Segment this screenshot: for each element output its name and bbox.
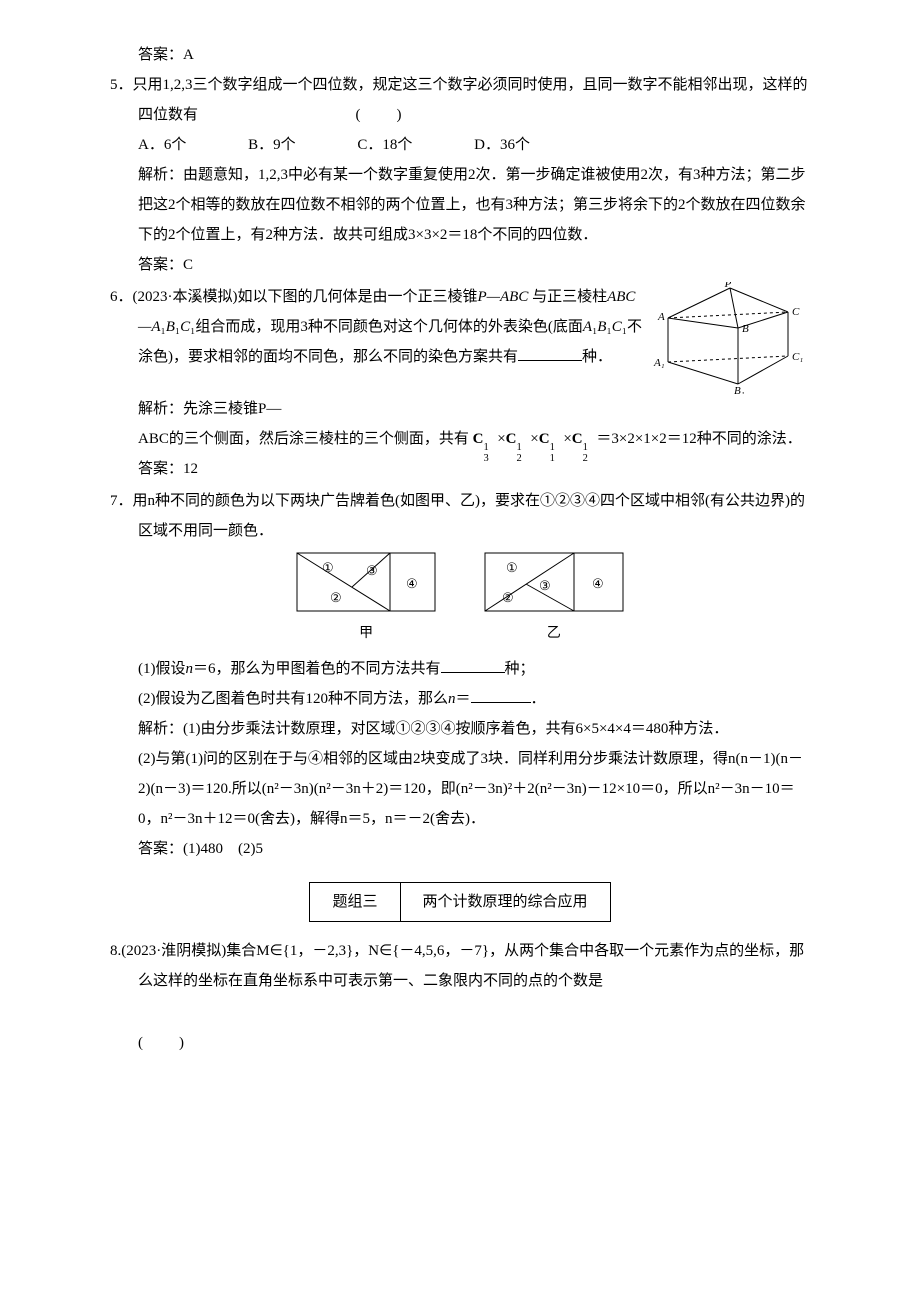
- q8-stem: 8.(2023·淮阴模拟)集合M∈{1，－2,3}，N∈{－4,5,6，－7}，…: [110, 936, 810, 996]
- section3-left: 题组三: [310, 883, 400, 922]
- q6-stem-a: 6．(2023·本溪模拟)如以下图的几何体是由一个正三棱锥: [110, 289, 478, 305]
- q5-opt-b: B．9个: [248, 130, 296, 160]
- q7-part1: (1)假设n＝6，那么为甲图着色的不同方法共有种；: [110, 654, 810, 684]
- svg-text:②: ②: [330, 590, 342, 605]
- q6-analysis-a-text: 解析：先涂三棱锥P—: [138, 401, 281, 417]
- svg-text:A₁: A₁: [653, 357, 665, 369]
- section3-box: 题组三 两个计数原理的综合应用: [309, 882, 610, 922]
- q6-analysis-b1: ABC的三个侧面，然后涂三棱柱的三个侧面，共有: [138, 431, 469, 447]
- q5-analysis: 解析：由题意知，1,2,3中必有某一个数字重复使用2次．第一步确定谁被使用2次，…: [110, 160, 810, 250]
- svg-text:④: ④: [406, 576, 418, 591]
- q5-opt-d: D．36个: [474, 130, 530, 160]
- svg-text:B₁: B₁: [734, 385, 745, 394]
- svg-text:①: ①: [506, 560, 518, 575]
- svg-text:①: ①: [322, 560, 334, 575]
- svg-text:④: ④: [592, 576, 604, 591]
- q7-fig-yi-label: 乙: [484, 620, 624, 648]
- svg-text:C: C: [792, 306, 800, 318]
- q7-answer: 答案：(1)480 (2)5: [110, 834, 810, 864]
- q4-answer: 答案：A: [110, 40, 810, 70]
- q5-paren: ( ): [356, 107, 404, 123]
- q6-stem-a-tail: P—ABC: [478, 289, 529, 305]
- section3-right: 两个计数原理的综合应用: [400, 883, 610, 922]
- q5-options: A．6个 B．9个 C．18个 D．36个: [110, 130, 810, 160]
- svg-text:③: ③: [539, 578, 551, 593]
- q7-analysis2: (2)与第(1)问的区别在于与④相邻的区域由2块变成了3块．同样利用分步乘法计数…: [110, 744, 810, 834]
- q7-fig-jia: ① ③ ② ④: [296, 552, 436, 618]
- q8-paren: ( ): [110, 1028, 810, 1058]
- q5-stem-text: 5．只用1,2,3三个数字组成一个四位数，规定这三个数字必须同时使用，且同一数字…: [110, 77, 808, 123]
- q6-analysis-b2: ＝3×2×1×2＝12种不同的涂法．: [596, 431, 801, 447]
- svg-text:A: A: [657, 311, 665, 323]
- q7-fig-yi: ① ③ ② ④: [484, 552, 624, 618]
- q5-answer: 答案：C: [110, 250, 810, 280]
- svg-text:③: ③: [366, 563, 378, 578]
- q6-analysis-b: ABC的三个侧面，然后涂三棱柱的三个侧面，共有 C13 ×C12 ×C11 ×C…: [110, 424, 810, 454]
- svg-text:②: ②: [502, 590, 514, 605]
- q5-stem: 5．只用1,2,3三个数字组成一个四位数，规定这三个数字必须同时使用，且同一数字…: [110, 70, 810, 130]
- q7-analysis1: 解析：(1)由分步乘法计数原理，对区域①②③④按顺序着色，共有6×5×4×4＝4…: [110, 714, 810, 744]
- q7-stem: 7．用n种不同的颜色为以下两块广告牌着色(如图甲、乙)，要求在①②③④四个区域中…: [110, 486, 810, 546]
- svg-text:C₁: C₁: [792, 351, 803, 363]
- q5-opt-c: C．18个: [357, 130, 412, 160]
- svg-text:B: B: [742, 323, 749, 335]
- q6-answer: 答案：12: [110, 454, 810, 484]
- q7-part2: (2)假设为乙图着色时共有120种不同方法，那么n＝．: [110, 684, 810, 714]
- q7-figures: ① ③ ② ④ 甲 ① ③ ② ④ 乙: [110, 552, 810, 648]
- q7-fig-jia-label: 甲: [296, 620, 436, 648]
- q6-analysis-a: 解析：先涂三棱锥P—: [110, 394, 810, 424]
- q6-figure: P A B C A₁ B₁ C₁: [650, 282, 810, 394]
- q5-opt-a: A．6个: [138, 130, 186, 160]
- svg-text:P: P: [724, 282, 732, 290]
